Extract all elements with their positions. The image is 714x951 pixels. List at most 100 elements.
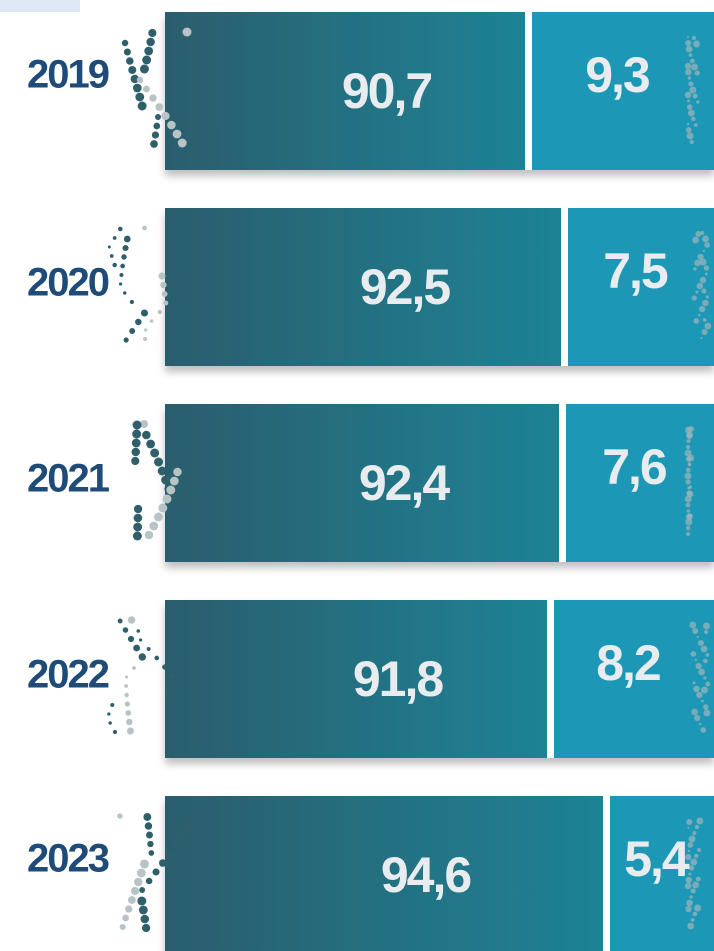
- splatter: [696, 817, 704, 825]
- splatter: [700, 645, 708, 653]
- splatter: [684, 472, 692, 480]
- splatter: [697, 848, 702, 852]
- splatter: [704, 322, 712, 330]
- splatter: [117, 618, 123, 624]
- category-label: 2019: [27, 53, 109, 97]
- splatter: [140, 419, 149, 429]
- value-label: 7,5: [603, 243, 668, 299]
- splatter: [150, 140, 158, 148]
- splatter: [700, 686, 708, 694]
- splatter: [132, 420, 142, 430]
- bar-segment: [165, 404, 562, 562]
- splatter: [144, 530, 154, 540]
- splatter: [126, 57, 134, 65]
- splatter: [181, 822, 191, 832]
- splatter: [135, 318, 142, 326]
- splatter: [120, 263, 125, 269]
- splatter: [686, 490, 694, 498]
- splatter: [169, 476, 179, 486]
- splatter: [689, 86, 697, 94]
- value-label: 8,2: [596, 635, 660, 691]
- splatter: [149, 319, 154, 323]
- splatter: [686, 122, 690, 126]
- category-label: 2023: [27, 837, 109, 881]
- splatter: [703, 704, 709, 710]
- splatter: [695, 876, 701, 882]
- divider: [547, 600, 554, 758]
- splatter: [163, 300, 169, 306]
- bar-segment: [550, 600, 714, 758]
- splatter: [160, 281, 167, 289]
- splatter: [703, 676, 707, 680]
- splatter: [685, 853, 692, 861]
- splatter: [109, 254, 114, 258]
- splatter: [177, 831, 186, 841]
- splatter: [699, 258, 707, 266]
- divider: [603, 796, 610, 951]
- splatter: [705, 295, 709, 299]
- splatter: [685, 905, 692, 913]
- splatter: [695, 662, 702, 670]
- splatter: [117, 813, 123, 819]
- bar-segment: [564, 208, 714, 366]
- splatter: [691, 295, 697, 301]
- splatter: [162, 494, 172, 504]
- splatter: [133, 644, 141, 652]
- splatter: [696, 691, 703, 699]
- splatter: [691, 63, 699, 71]
- splatter: [139, 64, 149, 74]
- splatter: [123, 291, 127, 295]
- splatter: [689, 621, 697, 629]
- bar-segment: [606, 796, 714, 951]
- splatter: [686, 509, 691, 513]
- splatter: [139, 887, 146, 893]
- value-label: 91,8: [353, 651, 444, 707]
- splatter: [140, 914, 150, 924]
- splatter: [142, 430, 151, 440]
- splatter: [118, 282, 123, 286]
- value-label: 7,6: [602, 439, 666, 495]
- bar-row: [165, 12, 714, 170]
- bar-segment: [165, 600, 550, 758]
- divider: [561, 208, 568, 366]
- splatter: [689, 895, 693, 899]
- splatter: [701, 699, 704, 703]
- splatter: [153, 122, 161, 130]
- splatter: [142, 55, 152, 65]
- splatter: [168, 672, 175, 680]
- splatter: [692, 911, 698, 917]
- splatter: [144, 822, 153, 830]
- splatter: [701, 288, 707, 294]
- splatter: [151, 131, 160, 139]
- splatter: [688, 463, 692, 467]
- splatter: [692, 236, 700, 244]
- splatter: [126, 727, 134, 735]
- splatter: [157, 309, 162, 315]
- splatter: [696, 282, 704, 290]
- splatter: [684, 882, 692, 890]
- splatter: [177, 138, 187, 148]
- splatter: [126, 718, 133, 726]
- splatter: [112, 236, 117, 240]
- splatter: [138, 905, 148, 915]
- splatter: [696, 635, 699, 639]
- splatter: [690, 918, 695, 922]
- splatter: [146, 831, 153, 839]
- splatter: [172, 129, 182, 139]
- splatter: [122, 627, 129, 633]
- splatter: [685, 479, 691, 485]
- splatter: [161, 291, 168, 297]
- splatter: [133, 522, 143, 532]
- splatter: [129, 328, 136, 334]
- splatter: [143, 337, 148, 341]
- splatter: [121, 39, 129, 47]
- splatter: [125, 675, 129, 679]
- splatter: [162, 664, 168, 670]
- splatter: [692, 681, 696, 685]
- splatter: [146, 37, 155, 47]
- splatter: [132, 531, 142, 541]
- splatter: [697, 313, 701, 317]
- splatter: [138, 653, 146, 661]
- splatter: [692, 881, 700, 889]
- splatter: [704, 629, 709, 635]
